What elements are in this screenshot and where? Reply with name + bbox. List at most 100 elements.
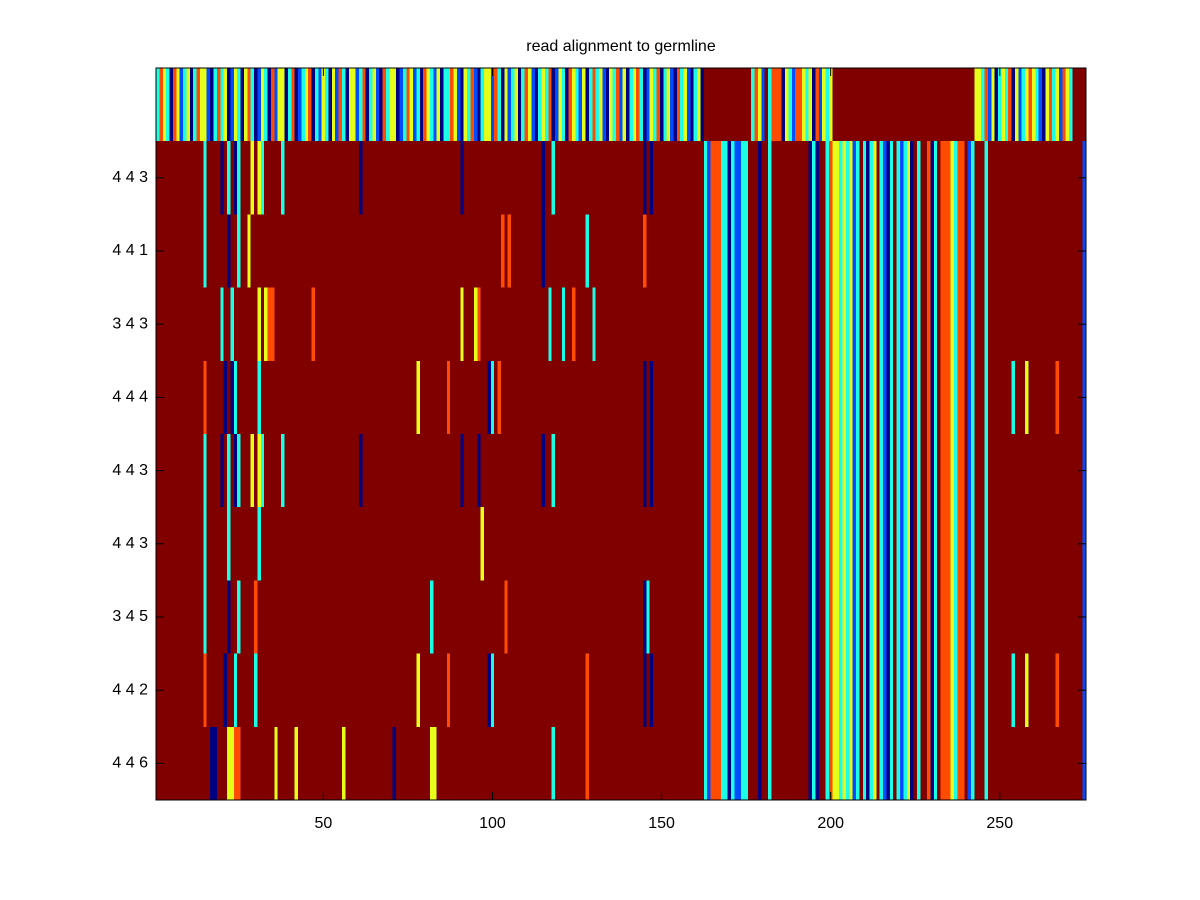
cell xyxy=(1028,580,1033,654)
cell xyxy=(453,360,458,435)
cell xyxy=(497,434,502,508)
cell xyxy=(358,726,363,801)
cell xyxy=(771,507,776,581)
cell xyxy=(622,214,627,288)
cell xyxy=(845,726,850,801)
cell xyxy=(511,507,515,581)
cell xyxy=(399,507,404,581)
cell xyxy=(656,68,661,142)
cell xyxy=(747,68,752,142)
cell xyxy=(497,214,502,288)
cell xyxy=(808,580,813,654)
cell xyxy=(950,507,955,581)
cell xyxy=(220,360,225,435)
cell xyxy=(490,653,495,728)
cell xyxy=(781,287,786,362)
cell xyxy=(172,726,177,801)
cell xyxy=(649,214,654,288)
cell xyxy=(967,507,972,581)
cell xyxy=(771,287,776,362)
cell xyxy=(385,360,390,435)
cell xyxy=(352,434,356,508)
cell xyxy=(534,653,539,728)
cell xyxy=(176,507,181,581)
cell xyxy=(267,507,272,581)
cell xyxy=(893,726,898,801)
cell xyxy=(575,434,580,508)
cell xyxy=(960,214,965,288)
cell xyxy=(632,653,637,728)
cell xyxy=(298,141,302,215)
cell xyxy=(815,726,820,801)
cell xyxy=(957,653,962,728)
cell xyxy=(676,141,681,215)
cell xyxy=(1001,287,1006,362)
cell xyxy=(189,507,194,581)
cell xyxy=(842,68,847,142)
cell xyxy=(250,360,255,435)
cell xyxy=(230,141,235,215)
cell xyxy=(856,580,860,654)
cell xyxy=(832,68,837,142)
cell xyxy=(690,507,695,581)
cell xyxy=(964,214,969,288)
cell xyxy=(670,507,674,581)
cell xyxy=(612,434,617,508)
cell xyxy=(490,214,495,288)
cell xyxy=(900,68,904,142)
cell xyxy=(785,360,789,435)
cell xyxy=(859,360,864,435)
x-tick-label: 150 xyxy=(648,815,675,832)
cell xyxy=(166,68,170,142)
cell xyxy=(321,653,326,728)
cell xyxy=(639,507,644,581)
cell xyxy=(473,141,478,215)
cell xyxy=(355,141,360,215)
cell xyxy=(338,214,343,288)
cell xyxy=(734,653,739,728)
cell xyxy=(720,726,725,801)
cell xyxy=(659,214,664,288)
cell xyxy=(720,434,725,508)
cell xyxy=(781,434,786,508)
cell xyxy=(940,68,945,142)
cell xyxy=(896,653,901,728)
cell xyxy=(693,141,698,215)
cell xyxy=(984,68,989,142)
cell xyxy=(686,580,691,654)
cell xyxy=(795,726,799,801)
cell xyxy=(436,214,441,288)
cell xyxy=(325,287,329,362)
cell xyxy=(456,726,461,801)
cell xyxy=(500,580,505,654)
cell xyxy=(832,726,837,801)
cell xyxy=(900,580,904,654)
cell xyxy=(960,580,965,654)
cell xyxy=(338,507,343,581)
cell xyxy=(220,141,225,215)
cell xyxy=(578,287,583,362)
cell xyxy=(433,580,438,654)
cell xyxy=(206,507,211,581)
cell xyxy=(1038,68,1043,142)
cell xyxy=(984,214,989,288)
cell xyxy=(335,653,340,728)
cell xyxy=(717,141,722,215)
cell xyxy=(210,434,214,508)
cell xyxy=(785,507,789,581)
cell xyxy=(768,507,772,581)
cell xyxy=(761,580,766,654)
cell xyxy=(629,360,634,435)
cell xyxy=(463,434,468,508)
cell xyxy=(923,507,928,581)
cell xyxy=(1058,141,1063,215)
cell xyxy=(602,360,607,435)
cell xyxy=(1072,360,1077,435)
cell xyxy=(521,287,526,362)
cell xyxy=(196,653,201,728)
cell xyxy=(879,507,884,581)
cell xyxy=(399,726,404,801)
cell xyxy=(416,360,421,435)
cell xyxy=(436,580,441,654)
cell xyxy=(575,68,580,142)
